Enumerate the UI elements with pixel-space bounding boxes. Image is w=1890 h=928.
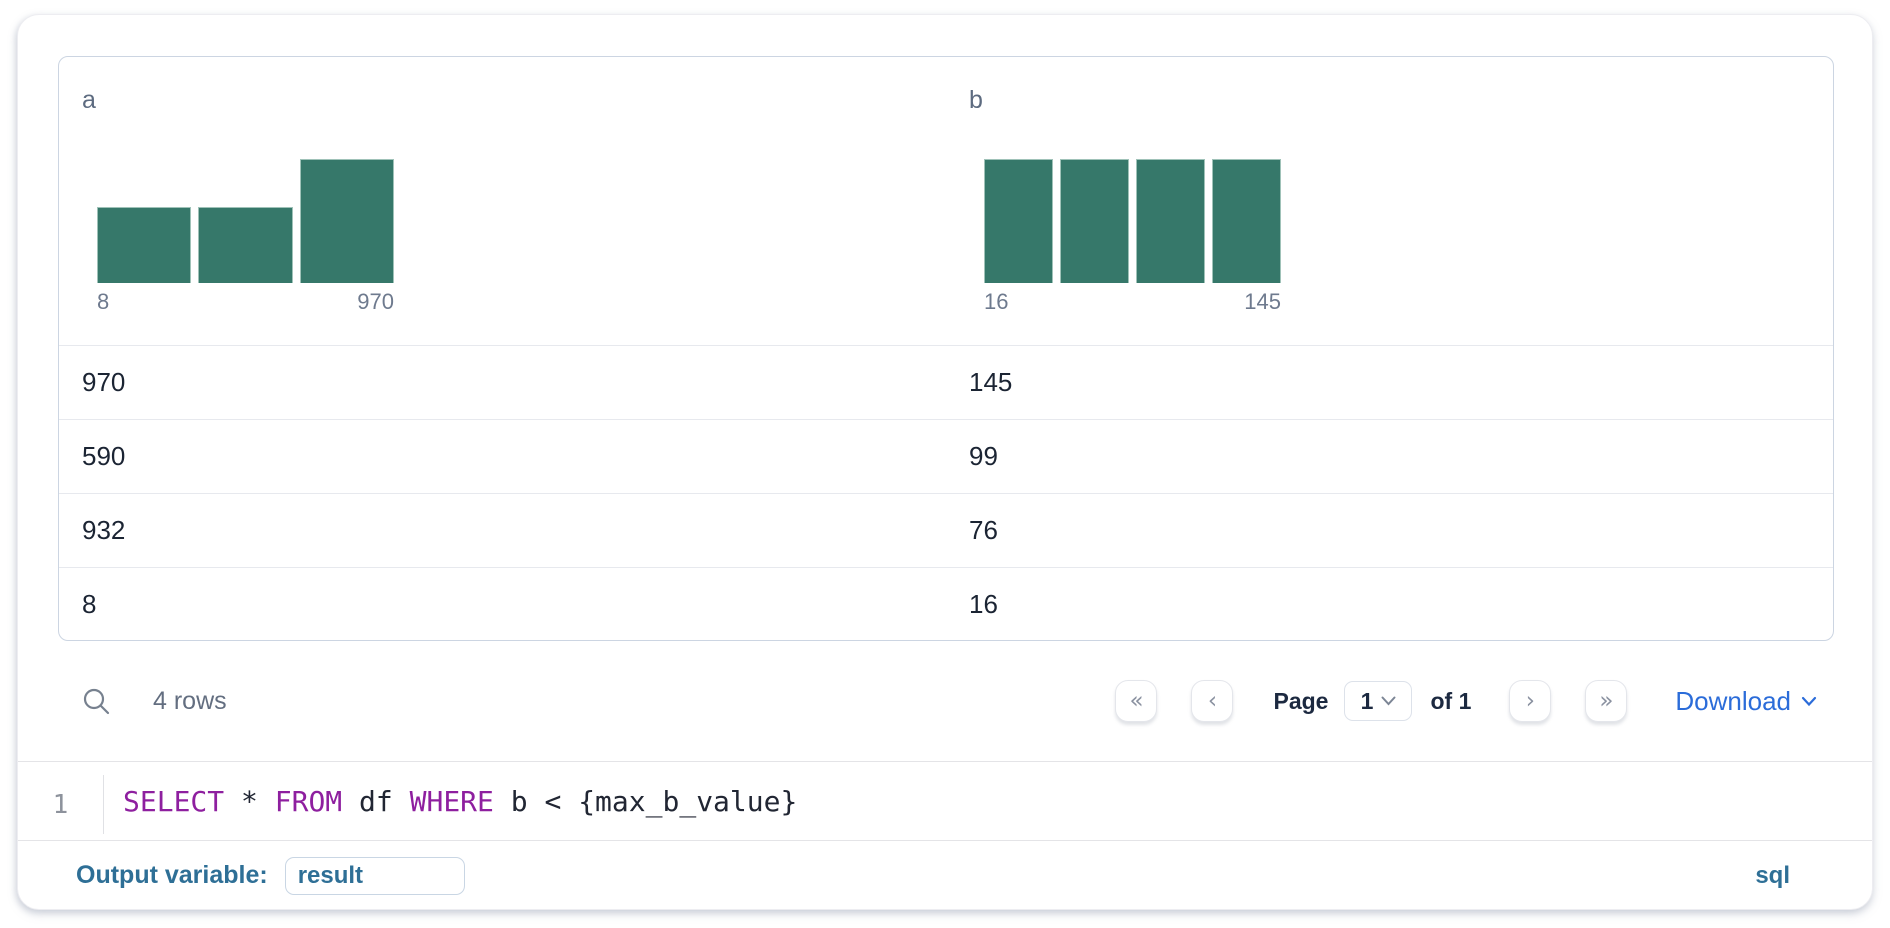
output-variable-label: Output variable: [76,861,268,889]
table-row: 970 145 [59,345,1833,419]
histogram-b-labels: 16 145 [984,289,1281,315]
cell-b-3: 16 [969,589,998,619]
histogram-bar [1060,159,1129,283]
sql-code-line[interactable]: SELECT * FROM df WHERE b < {max_b_value} [104,762,1872,840]
sql-editor[interactable]: 1 SELECT * FROM df WHERE b < {max_b_valu… [18,761,1872,840]
next-page-button[interactable]: › [1509,680,1552,722]
histogram-b-min-label: 16 [984,289,1009,314]
output-variable-input[interactable] [284,856,465,895]
sql-token-keyword: WHERE [409,784,494,818]
first-page-button[interactable]: « [1115,680,1158,722]
sql-token-keyword: SELECT [123,784,225,818]
language-badge: sql [1755,861,1790,889]
sql-token-plain: df [342,784,410,818]
histogram-bar [97,207,192,283]
output-variable-bar: Output variable: sql [18,840,1872,910]
column-header-b[interactable]: b 16 145 [946,57,1833,345]
sql-cell-card: a 8 970 b 16 145 970 145 590 99 [17,14,1873,910]
histogram-bar [1212,159,1281,283]
page-total-label: of 1 [1430,687,1472,714]
prev-page-button[interactable]: ‹ [1191,680,1234,722]
table-row: 932 76 [59,493,1833,567]
sql-token-plain: b < {max_b_value} [493,784,798,818]
cell-a-3: 8 [82,589,97,619]
chevron-down-icon [1381,696,1396,706]
page-number-dropdown[interactable]: 1 [1344,681,1413,721]
double-chevron-right-icon: » [1599,687,1614,714]
cell-b-1: 99 [969,441,998,471]
histogram-bar [1136,159,1205,283]
download-label: Download [1675,685,1791,716]
table-row: 590 99 [59,419,1833,493]
chevron-left-icon: ‹ [1207,687,1218,714]
histogram-a-labels: 8 970 [97,289,394,315]
histogram-bar [984,159,1053,283]
column-header-a[interactable]: a 8 970 [59,57,946,345]
chevron-right-icon: › [1525,687,1535,714]
column-name-a: a [82,86,96,114]
page-label: Page [1273,687,1329,714]
result-table: a 8 970 b 16 145 970 145 590 99 [58,56,1834,641]
histogram-a-min-label: 8 [97,289,110,314]
column-name-b: b [969,86,983,114]
sql-token-plain: * [224,784,275,818]
download-button[interactable]: Download [1675,686,1817,717]
row-count-label: 4 rows [153,686,227,715]
table-row: 8 16 [59,567,1833,640]
page-number-value: 1 [1360,687,1374,714]
histogram-bar [299,159,394,283]
cell-a-1: 590 [82,441,126,471]
cell-a-2: 932 [82,515,126,545]
cell-b-0: 145 [969,367,1013,397]
histogram-bar [198,207,293,283]
histogram-a [97,159,394,283]
sql-token-keyword: FROM [274,784,343,818]
search-icon[interactable] [81,685,113,717]
histogram-b [984,159,1281,283]
chevron-down-icon [1801,696,1817,706]
cell-b-2: 76 [969,515,998,545]
histogram-b-max-label: 145 [1244,289,1281,314]
table-footer: 4 rows « ‹ Page 1 of 1 › » Download [18,641,1872,761]
last-page-button[interactable]: » [1585,680,1628,722]
double-chevron-left-icon: « [1129,687,1144,714]
line-number: 1 [52,789,69,820]
histogram-a-max-label: 970 [357,289,394,314]
line-number-gutter: 1 [18,775,104,834]
table-header: a 8 970 b 16 145 [59,57,1833,345]
cell-a-0: 970 [82,367,126,397]
